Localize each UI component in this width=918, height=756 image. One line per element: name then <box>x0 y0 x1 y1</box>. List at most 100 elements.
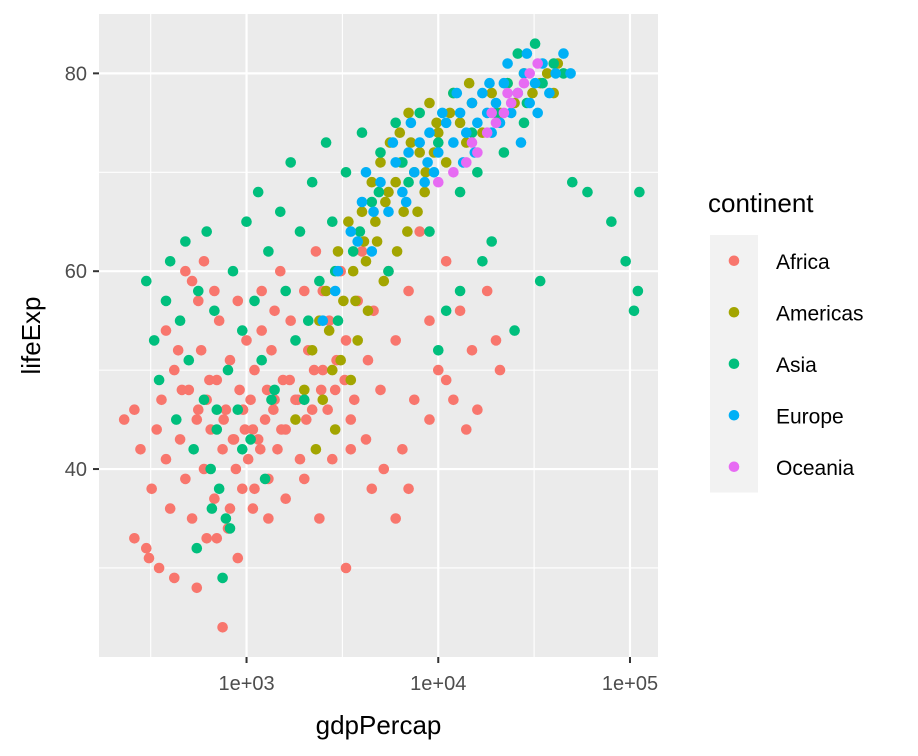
data-point <box>280 285 292 297</box>
data-point <box>213 483 225 495</box>
data-point <box>329 285 341 297</box>
data-point <box>360 434 372 445</box>
data-point <box>315 384 327 396</box>
data-point <box>323 325 335 336</box>
data-point <box>174 315 186 327</box>
data-point <box>375 176 386 188</box>
data-point <box>532 58 543 69</box>
data-point <box>380 196 391 208</box>
data-point <box>524 97 535 109</box>
data-point <box>254 444 266 455</box>
data-point <box>169 364 180 376</box>
data-point <box>118 414 130 425</box>
data-point <box>532 107 543 119</box>
data-point <box>232 552 244 564</box>
data-point <box>269 305 280 317</box>
data-point <box>414 107 426 119</box>
data-point <box>472 117 483 129</box>
data-point <box>275 265 286 277</box>
series-oceania <box>433 58 543 188</box>
x-tick-label: 1e+05 <box>602 673 658 695</box>
data-point <box>481 285 493 297</box>
data-point <box>176 384 188 396</box>
data-point <box>314 275 325 287</box>
legend-label: Africa <box>776 251 830 274</box>
data-point <box>303 315 314 327</box>
data-point <box>534 275 546 287</box>
data-point <box>550 68 561 79</box>
data-point <box>502 58 513 69</box>
data-point <box>582 186 593 198</box>
data-point <box>220 513 232 524</box>
data-point <box>252 434 264 445</box>
data-point <box>191 414 203 425</box>
data-point <box>466 137 478 148</box>
data-point <box>448 394 459 406</box>
data-point <box>463 77 475 89</box>
data-points <box>118 38 645 633</box>
legend-key-swatch <box>728 461 740 473</box>
data-point <box>440 305 452 317</box>
data-point <box>518 77 530 89</box>
data-point <box>186 513 198 524</box>
data-point <box>371 236 383 247</box>
data-point <box>390 176 402 188</box>
data-point <box>620 255 631 267</box>
data-point <box>366 246 378 257</box>
data-point <box>440 255 452 267</box>
data-point <box>403 107 414 119</box>
data-point <box>290 335 301 346</box>
data-point <box>211 374 223 386</box>
data-point <box>146 483 157 495</box>
data-point <box>366 176 378 188</box>
data-point <box>356 127 368 138</box>
data-point <box>350 295 361 307</box>
data-point <box>317 364 329 376</box>
legend: continent Africa Americas Asia Europe Oceani… <box>708 188 864 493</box>
data-point <box>433 345 444 356</box>
data-point <box>370 216 381 227</box>
data-point <box>567 176 578 188</box>
data-point <box>241 335 252 346</box>
data-point <box>606 216 617 227</box>
data-point <box>263 513 274 524</box>
data-point <box>263 246 274 257</box>
legend-label: Americas <box>776 302 864 325</box>
data-point <box>259 414 271 425</box>
data-point <box>299 384 310 396</box>
data-point <box>299 473 310 485</box>
data-point <box>373 186 385 198</box>
data-point <box>148 335 160 346</box>
data-point <box>422 157 433 168</box>
data-point <box>180 265 191 277</box>
data-point <box>237 325 248 336</box>
data-point <box>375 157 386 168</box>
x-tick-label: 1e+04 <box>410 673 466 695</box>
data-point <box>347 246 359 257</box>
legend-item-europe: Europe <box>710 389 844 441</box>
data-point <box>472 167 483 178</box>
data-point <box>541 68 553 79</box>
data-point <box>338 295 349 307</box>
series-africa <box>118 226 506 633</box>
data-point <box>242 453 254 465</box>
data-point <box>245 434 256 445</box>
data-point <box>397 186 408 198</box>
data-point <box>477 87 488 99</box>
x-axis-ticks: 1e+03 1e+04 1e+05 <box>218 657 658 695</box>
data-point <box>375 147 386 158</box>
data-point <box>477 255 488 267</box>
data-point <box>347 265 359 277</box>
data-point <box>448 167 459 178</box>
data-point <box>628 305 640 317</box>
data-point <box>356 196 368 208</box>
legend-title: continent <box>708 188 814 218</box>
y-axis-ticks: 40 60 80 <box>65 63 99 481</box>
data-point <box>490 97 502 109</box>
data-point <box>390 513 402 524</box>
legend-key-swatch <box>728 255 740 267</box>
data-point <box>191 542 203 554</box>
data-point <box>237 444 248 455</box>
data-point <box>472 404 483 416</box>
